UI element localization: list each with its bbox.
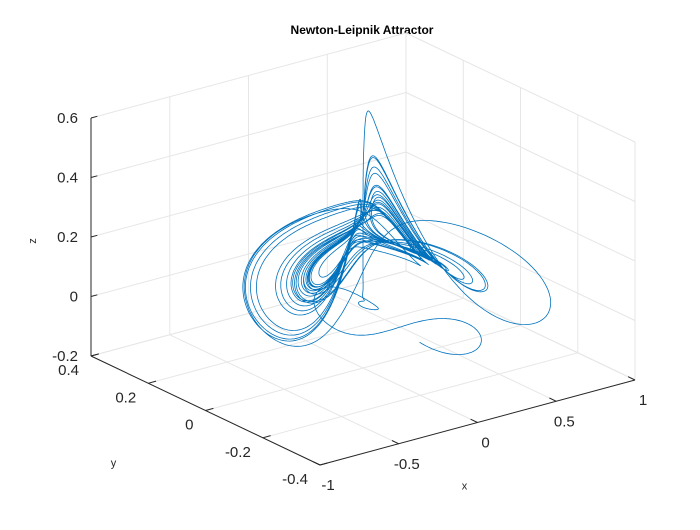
z-tick — [90, 234, 98, 238]
x-tick-label: -1 — [321, 477, 334, 494]
y-tick — [205, 407, 214, 411]
grid-line — [90, 32, 407, 119]
x-tick-label: 0.5 — [554, 413, 575, 430]
y-tick — [148, 380, 157, 384]
y-tick — [319, 462, 329, 466]
grid-line — [148, 297, 464, 384]
grid-line — [90, 151, 407, 238]
z-tick — [90, 175, 98, 178]
x-tick-label: 0 — [481, 435, 489, 452]
grid-line — [405, 92, 636, 202]
grid-line — [262, 352, 578, 439]
x-tick — [470, 418, 478, 423]
y-tick — [262, 435, 271, 439]
z-tick — [90, 294, 98, 297]
y-tick-label: 0.4 — [58, 362, 79, 379]
labels: -1-0.500.51-0.4-0.200.20.4-0.200.20.40.6… — [27, 110, 647, 494]
axes — [90, 115, 636, 466]
x-tick — [627, 376, 636, 381]
x-axis-label: x — [462, 481, 468, 493]
z-tick-label: -0.2 — [52, 348, 78, 365]
grid-line — [90, 92, 407, 178]
x-tick — [312, 461, 321, 466]
grid-line — [405, 270, 636, 381]
chart-title: Newton-Leipnik Attractor — [291, 23, 434, 37]
z-tick-label: 0.6 — [57, 110, 78, 127]
y-tick-label: 0.2 — [115, 389, 136, 406]
x-tick-label: -0.5 — [394, 456, 420, 473]
trajectory — [242, 110, 552, 356]
grid-line — [405, 32, 636, 143]
grid-line — [405, 151, 636, 262]
series-line — [242, 110, 552, 356]
z-tick-label: 0 — [70, 289, 78, 306]
y-tick-label: -0.2 — [225, 444, 251, 461]
z-tick — [90, 353, 98, 357]
z-tick — [90, 115, 98, 119]
y-axis-label: y — [111, 458, 117, 470]
y-tick-label: -0.4 — [282, 471, 308, 488]
x-tick-label: 1 — [639, 392, 647, 409]
grid-line — [205, 325, 521, 411]
z-tick-label: 0.2 — [57, 229, 78, 246]
x-tick — [549, 397, 557, 402]
grid-line — [405, 211, 636, 321]
y-tick-label: 0 — [185, 417, 193, 434]
x-tick — [391, 440, 400, 445]
grid-line — [90, 270, 407, 357]
z-axis-label: z — [27, 238, 39, 244]
z-tick-label: 0.4 — [57, 170, 78, 187]
